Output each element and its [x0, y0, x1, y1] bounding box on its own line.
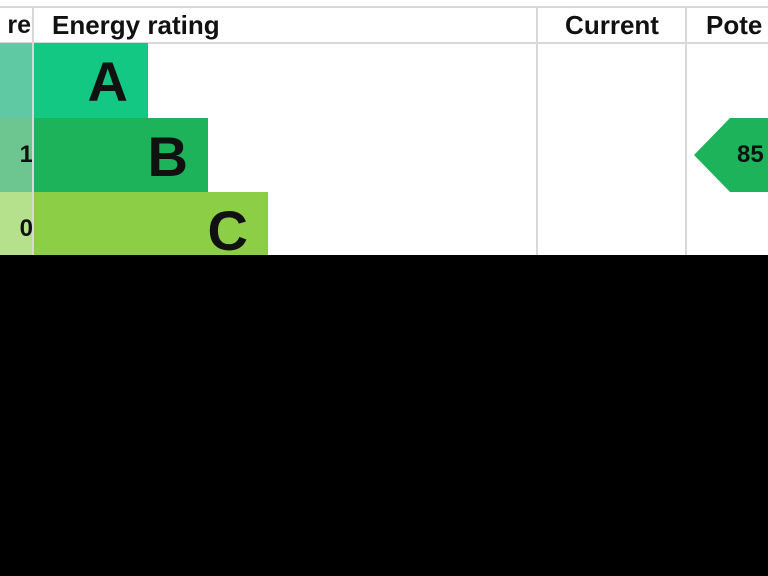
potential-value: 85: [737, 141, 764, 168]
column-divider: [32, 7, 34, 255]
score-cell-a: [0, 43, 33, 118]
header-current: Current: [565, 10, 659, 40]
band-bar-a: A: [34, 43, 148, 118]
column-divider: [685, 7, 687, 255]
score-cell-b: 1: [0, 118, 33, 192]
column-divider: [536, 7, 538, 255]
band-bar-b: B: [34, 118, 208, 192]
arrow-shape: [694, 118, 768, 192]
header-score: re: [7, 11, 31, 39]
band-bar-c: C: [34, 192, 268, 255]
header-divider: [0, 42, 768, 44]
energy-rating-table: 1 0 A B C re Energy rating Current Pote …: [0, 0, 768, 255]
header-energy-rating: Energy rating: [52, 10, 220, 40]
header-potential: Pote: [706, 10, 763, 40]
table-top-border: [0, 6, 768, 8]
score-cell-c: 0: [0, 192, 33, 255]
